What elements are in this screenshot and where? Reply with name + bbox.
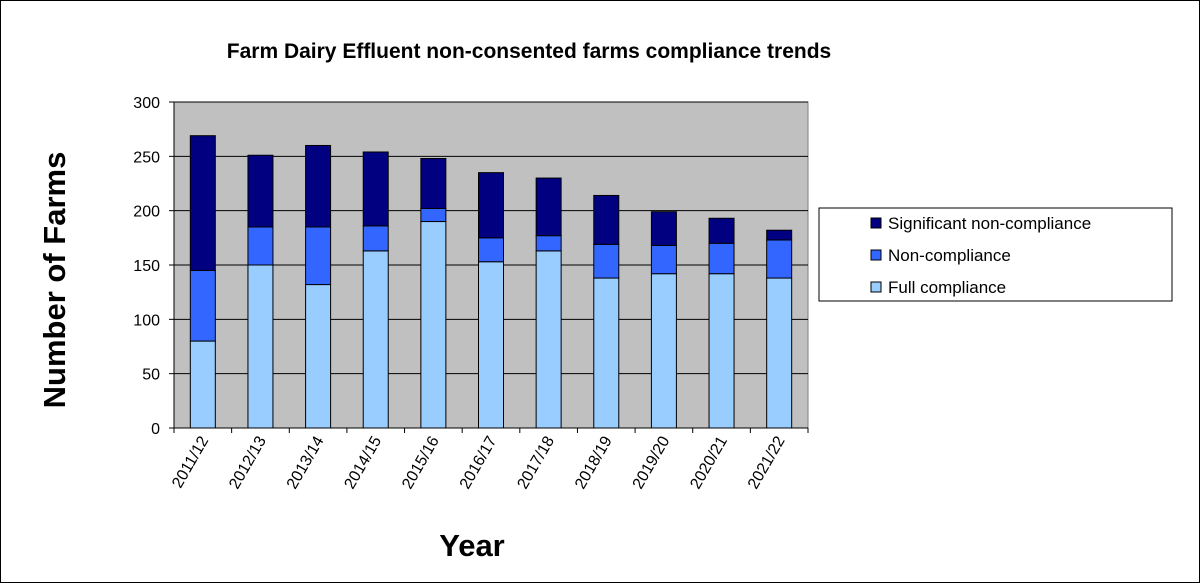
y-axis-title: Number of Farms: [37, 152, 72, 409]
y-tick-label: 300: [133, 95, 160, 112]
bar-segment: [650, 244, 677, 275]
y-tick-label: 150: [133, 258, 160, 275]
legend: Significant non-compliance Non-compliance…: [818, 207, 1173, 302]
bar-segment: [247, 264, 274, 429]
bar-segment: [247, 226, 274, 266]
x-axis-title: Year: [439, 528, 505, 563]
y-tick-label: 250: [133, 149, 160, 166]
axes: [169, 101, 809, 433]
bar-segment: [189, 135, 216, 271]
y-tick-label: 50: [142, 367, 160, 384]
x-tick-label: 2014/15: [342, 433, 386, 492]
x-tick-label: 2017/18: [514, 433, 558, 492]
bar-segment: [535, 177, 562, 237]
bar-segment: [650, 273, 677, 429]
bar-segment: [478, 172, 504, 239]
bar-segment: [305, 144, 332, 228]
bar-segment: [650, 211, 677, 246]
bar-segment: [535, 250, 562, 429]
legend-swatch: [870, 217, 882, 229]
bar-segment: [420, 207, 447, 223]
bar-segment: [593, 243, 620, 279]
bar-segment: [247, 154, 274, 228]
x-tick-label: 2011/12: [169, 433, 212, 491]
legend-swatch: [870, 249, 882, 261]
x-tick-label: 2021/22: [745, 433, 789, 492]
y-tick-label: 0: [151, 421, 160, 438]
bar-segment: [535, 235, 562, 252]
bar-segment: [362, 225, 389, 252]
x-tick-label: 2020/21: [687, 433, 731, 492]
bars: [189, 135, 793, 429]
bar-segment: [305, 284, 332, 429]
y-tick-label: 200: [133, 204, 160, 221]
bar-segment: [766, 229, 793, 241]
y-tick-label: 100: [133, 312, 160, 329]
legend-label: Full compliance: [888, 278, 1006, 297]
bar-segment: [189, 269, 216, 342]
x-tick-label: 2015/16: [399, 433, 443, 492]
bar-segment: [766, 277, 793, 429]
bar-segment: [362, 151, 389, 227]
x-tick-labels: 2011/12 2012/13 2013/14 2014/15 2015/16 2016/…: [169, 433, 788, 492]
bar-segment: [708, 242, 735, 275]
x-tick-label: 2016/17: [457, 433, 501, 492]
bar-segment: [478, 237, 504, 263]
x-tick-label: 2012/13: [226, 433, 270, 492]
bar-segment: [305, 226, 332, 286]
x-tick-label: 2018/19: [572, 433, 616, 492]
bar-segment: [708, 217, 735, 244]
bar-segment: [420, 158, 447, 209]
bar-segment: [708, 273, 735, 429]
bar-segment: [766, 239, 793, 279]
x-tick-label: 2013/14: [284, 433, 328, 492]
bar-segment: [593, 194, 620, 245]
legend-label: Significant non-compliance: [888, 214, 1091, 233]
legend-swatch: [870, 281, 882, 293]
x-tick-label: 2019/20: [630, 433, 674, 492]
bar-segment: [593, 277, 620, 429]
chart-title: Farm Dairy Effluent non-consented farms …: [227, 40, 831, 63]
bar-segment: [189, 340, 216, 429]
bar-segment: [478, 261, 504, 429]
y-tick-labels: 0 50 100 150 200 250 300: [133, 95, 160, 438]
bar-segment: [362, 250, 389, 429]
legend-label: Non-compliance: [888, 246, 1011, 265]
bar-segment: [420, 221, 447, 429]
